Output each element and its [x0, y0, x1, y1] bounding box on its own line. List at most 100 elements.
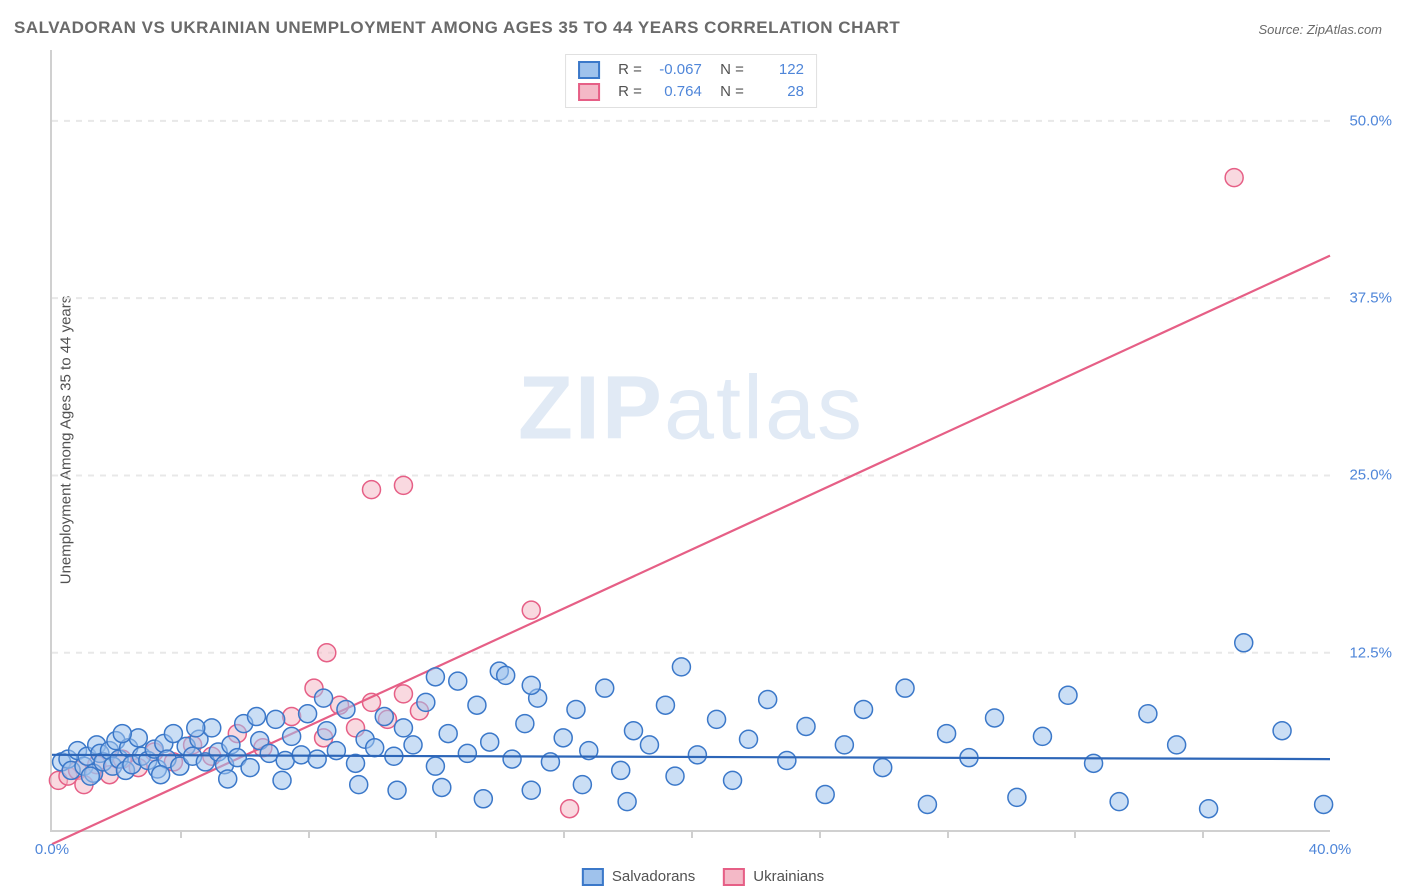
data-point [618, 793, 636, 811]
swatch-salv-bottom [582, 868, 604, 886]
n-value-salv: 122 [754, 59, 804, 81]
n-label: N = [712, 81, 744, 103]
data-point [573, 776, 591, 794]
data-point [283, 727, 301, 745]
x-tick-label: 0.0% [35, 841, 69, 858]
plot-svg [52, 50, 1330, 830]
data-point [561, 800, 579, 818]
data-point [449, 672, 467, 690]
x-tick [691, 830, 693, 838]
x-tick [563, 830, 565, 838]
data-point [666, 767, 684, 785]
data-point [522, 601, 540, 619]
data-point [1033, 727, 1051, 745]
data-point [855, 700, 873, 718]
x-tick [947, 830, 949, 838]
data-point [612, 761, 630, 779]
data-point [318, 722, 336, 740]
r-value-ukr: 0.764 [652, 81, 702, 103]
data-point [1085, 754, 1103, 772]
swatch-ukr-bottom [723, 868, 745, 886]
data-point [1110, 793, 1128, 811]
data-point [308, 750, 326, 768]
data-point [129, 729, 147, 747]
data-point [375, 708, 393, 726]
x-tick-label: 40.0% [1309, 841, 1352, 858]
data-point [554, 729, 572, 747]
x-tick [1074, 830, 1076, 838]
data-point [426, 757, 444, 775]
data-point [187, 719, 205, 737]
data-point [835, 736, 853, 754]
r-label: R = [618, 59, 642, 81]
data-point [1139, 705, 1157, 723]
data-point [497, 666, 515, 684]
data-point [759, 691, 777, 709]
data-point [874, 759, 892, 777]
data-point [350, 776, 368, 794]
data-point [417, 693, 435, 711]
data-point [624, 722, 642, 740]
x-tick [819, 830, 821, 838]
r-value-salv: -0.067 [652, 59, 702, 81]
data-point [283, 708, 301, 726]
y-tick-label: 37.5% [1349, 290, 1392, 307]
x-tick [180, 830, 182, 838]
swatch-ukr-top [578, 83, 600, 101]
data-point [388, 781, 406, 799]
data-point [797, 717, 815, 735]
data-point [522, 781, 540, 799]
data-point [522, 676, 540, 694]
data-point [247, 708, 265, 726]
data-point [394, 476, 412, 494]
data-point [481, 733, 499, 751]
legend-item-salv: Salvadorans [582, 868, 695, 886]
y-tick-label: 50.0% [1349, 112, 1392, 129]
data-point [433, 778, 451, 796]
swatch-salv-top [578, 61, 600, 79]
data-point [1273, 722, 1291, 740]
legend-label-salv: Salvadorans [612, 868, 695, 885]
chart-title: SALVADORAN VS UKRAINIAN UNEMPLOYMENT AMO… [14, 18, 900, 38]
data-point [724, 771, 742, 789]
data-point [404, 736, 422, 754]
data-point [113, 725, 131, 743]
data-point [219, 770, 237, 788]
data-point [315, 689, 333, 707]
data-point [708, 710, 726, 728]
top-legend-row-2: R = 0.764 N = 28 [578, 81, 804, 103]
data-point [672, 658, 690, 676]
data-point [81, 767, 99, 785]
source-label: Source: ZipAtlas.com [1258, 22, 1382, 37]
top-legend: R = -0.067 N = 122 R = 0.764 N = 28 [565, 54, 817, 108]
data-point [347, 754, 365, 772]
data-point [816, 786, 834, 804]
n-label: N = [712, 59, 744, 81]
data-point [567, 700, 585, 718]
data-point [267, 710, 285, 728]
data-point [1235, 634, 1253, 652]
data-point [152, 766, 170, 784]
x-tick [435, 830, 437, 838]
x-tick [308, 830, 310, 838]
data-point [778, 752, 796, 770]
data-point [986, 709, 1004, 727]
data-point [688, 746, 706, 764]
data-point [318, 644, 336, 662]
data-point [394, 719, 412, 737]
data-point [740, 730, 758, 748]
data-point [640, 736, 658, 754]
data-point [241, 759, 259, 777]
data-point [468, 696, 486, 714]
data-point [516, 715, 534, 733]
data-point [458, 744, 476, 762]
bottom-legend: Salvadorans Ukrainians [582, 868, 824, 886]
data-point [474, 790, 492, 808]
data-point [1315, 795, 1333, 813]
top-legend-row-1: R = -0.067 N = 122 [578, 59, 804, 81]
data-point [394, 685, 412, 703]
data-point [273, 771, 291, 789]
data-point [366, 739, 384, 757]
data-point [1168, 736, 1186, 754]
data-point [656, 696, 674, 714]
